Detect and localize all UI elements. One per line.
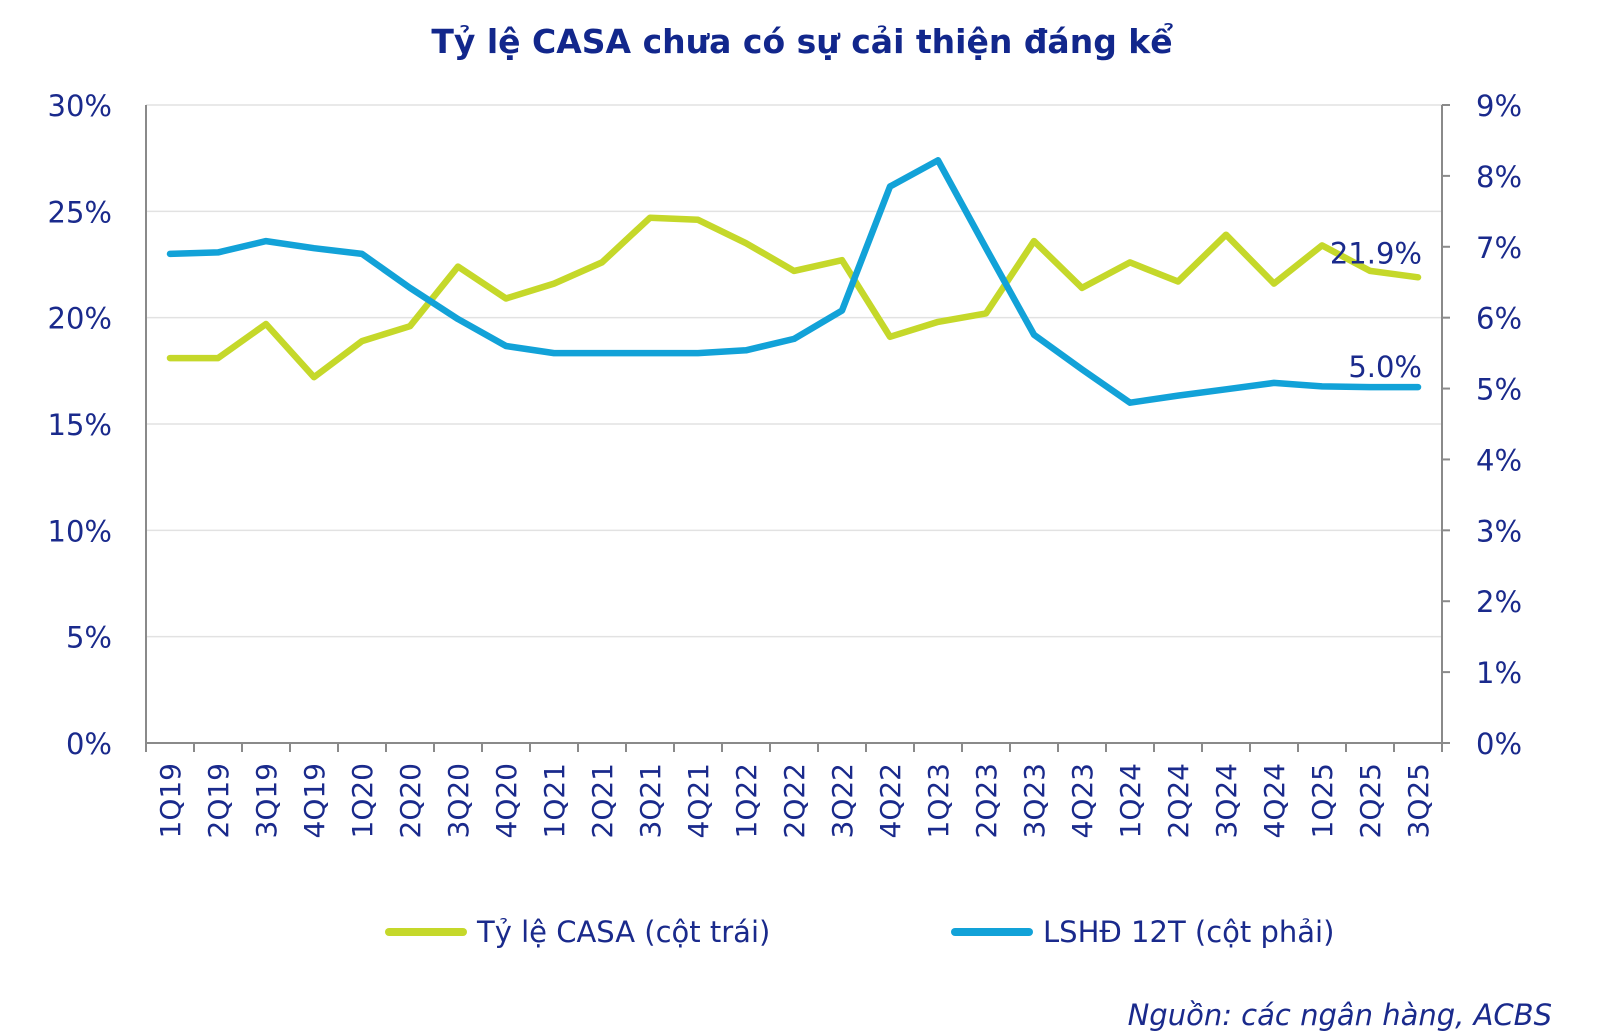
left-axis-tick-label: 20% <box>48 302 112 336</box>
x-axis-tick-label: 4Q23 <box>1066 763 1099 838</box>
legend-swatch-casa <box>385 928 467 936</box>
x-axis-tick-label: 3Q20 <box>442 763 475 838</box>
right-axis-tick-label: 2% <box>1476 585 1522 619</box>
right-axis-tick-label: 0% <box>1476 727 1522 761</box>
right-axis-tick-label: 3% <box>1476 514 1522 548</box>
right-axis-tick-label: 4% <box>1476 443 1522 477</box>
x-axis-tick-label: 4Q20 <box>490 763 523 838</box>
source-note: Nguồn: các ngân hàng, ACBS <box>1127 998 1552 1032</box>
legend-swatch-lshd <box>951 928 1033 936</box>
left-axis-tick-label: 30% <box>48 89 112 123</box>
x-axis-tick-label: 3Q21 <box>634 763 667 838</box>
right-axis-tick-label: 7% <box>1476 231 1522 265</box>
right-axis-tick-label: 5% <box>1476 373 1522 407</box>
x-axis-tick-label: 2Q19 <box>202 763 235 838</box>
series-line-lshd <box>166 157 1422 406</box>
x-axis-tick-label: 3Q23 <box>1018 763 1051 838</box>
x-axis-tick-label: 1Q19 <box>154 763 187 838</box>
x-axis-tick-label: 3Q22 <box>826 763 859 838</box>
right-axis-tick-label: 9% <box>1476 89 1522 123</box>
legend-label-casa: Tỷ lệ CASA (cột trái) <box>477 915 771 949</box>
x-axis-tick-label: 2Q25 <box>1354 763 1387 838</box>
x-axis-tick-label: 4Q21 <box>682 763 715 838</box>
x-axis-tick-label: 2Q23 <box>970 763 1003 838</box>
x-axis-tick-label: 1Q21 <box>538 763 571 838</box>
x-axis-tick-label: 2Q21 <box>586 763 619 838</box>
chart-title: Tỷ lệ CASA chưa có sự cải thiện đáng kể <box>431 22 1173 61</box>
x-axis-tick-label: 2Q24 <box>1162 763 1195 838</box>
x-axis-tick-label: 4Q24 <box>1258 763 1291 838</box>
right-axis-tick-label: 6% <box>1476 302 1522 336</box>
right-axis-tick-label: 8% <box>1476 160 1522 194</box>
left-axis-tick-label: 10% <box>48 514 112 548</box>
data-label-lshd-end: 5.0% <box>1348 350 1422 384</box>
legend-label-lshd: LSHĐ 12T (cột phải) <box>1043 915 1335 949</box>
x-axis-tick-label: 3Q25 <box>1402 763 1435 838</box>
legend-item-casa: Tỷ lệ CASA (cột trái) <box>385 912 770 952</box>
left-axis-tick-label: 25% <box>48 195 112 229</box>
left-axis-tick-label: 15% <box>48 408 112 442</box>
x-axis-tick-label: 2Q20 <box>394 763 427 838</box>
x-axis-tick-label: 1Q24 <box>1114 763 1147 838</box>
x-axis-tick-label: 4Q22 <box>874 763 907 838</box>
x-axis-tick-label: 1Q22 <box>730 763 763 838</box>
legend-item-lshd: LSHĐ 12T (cột phải) <box>951 912 1334 952</box>
data-label-casa-end: 21.9% <box>1330 236 1422 270</box>
x-axis-tick-label: 1Q23 <box>922 763 955 838</box>
left-axis-tick-label: 5% <box>66 621 112 655</box>
x-axis-tick-label: 3Q19 <box>250 763 283 838</box>
x-axis-tick-label: 3Q24 <box>1210 763 1243 838</box>
right-axis-tick-label: 1% <box>1476 656 1522 690</box>
x-axis-tick-label: 1Q20 <box>346 763 379 838</box>
x-axis-tick-label: 1Q25 <box>1306 763 1339 838</box>
x-axis-tick-label: 2Q22 <box>778 763 811 838</box>
left-axis-tick-label: 0% <box>66 727 112 761</box>
series-line-casa <box>166 214 1422 381</box>
x-axis-tick-label: 4Q19 <box>298 763 331 838</box>
